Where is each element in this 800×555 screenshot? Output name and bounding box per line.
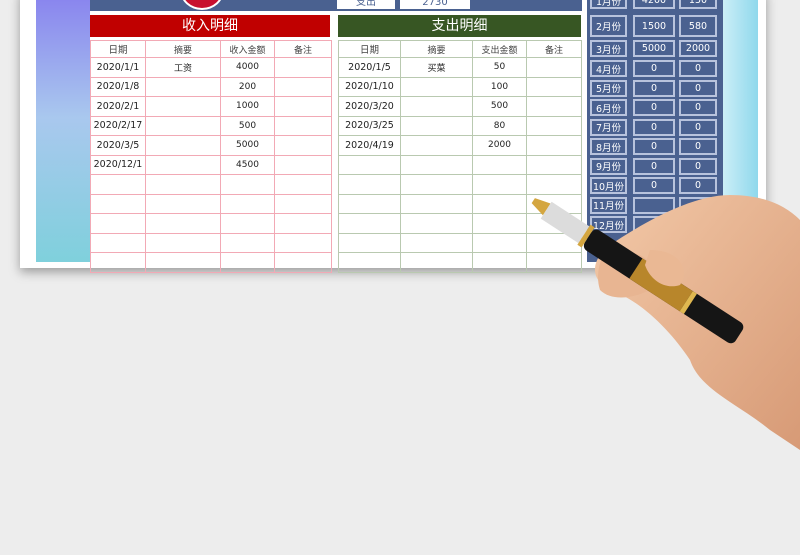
expense-summary-label: 支出: [337, 0, 395, 9]
month-expense: 0: [679, 157, 717, 175]
table-row: 2020/1/10 100: [338, 76, 582, 97]
income-table: 日期 摘要 收入金额 备注 2020/1/1 工资 4000 2020/1/8 200 2020/…: [90, 40, 332, 273]
month-expense: 0: [679, 118, 717, 136]
month-label: 10月份: [590, 177, 627, 194]
table-row: 2020/3/5 5000: [90, 135, 332, 156]
month-expense: 0: [679, 99, 717, 116]
month-label: 6月份: [590, 99, 627, 116]
table-row: [338, 252, 582, 273]
month-income: 5000: [633, 40, 675, 57]
month-income: [633, 196, 675, 214]
month-expense: 150: [679, 0, 717, 9]
month-income: 0: [633, 99, 675, 116]
month-label: 9月份: [590, 157, 627, 175]
month-label: 12月份: [590, 216, 627, 233]
month-expense: 0: [679, 60, 717, 77]
month-label: 3月份: [590, 40, 627, 57]
left-gradient-strip: [36, 0, 90, 262]
table-row: [90, 193, 332, 214]
table-row: [90, 252, 332, 273]
header-row: 日期 摘要 支出金额 备注: [338, 40, 582, 58]
month-expense: 0: [679, 138, 717, 155]
month-expense: 580: [679, 15, 717, 37]
month-income: 0: [633, 138, 675, 155]
table-row: [90, 174, 332, 195]
table-row: [90, 232, 332, 253]
month-label: 1月份: [590, 0, 627, 9]
month-label: 4月份: [590, 60, 627, 77]
month-expense: 0: [679, 79, 717, 97]
month-expense: 2000: [679, 40, 717, 57]
month-income: 4200: [633, 0, 675, 9]
month-income: 0: [633, 157, 675, 175]
table-row: 2020/12/1 4500: [90, 154, 332, 175]
table-cell[interactable]: [526, 252, 582, 273]
month-income: 0: [633, 79, 675, 97]
table-row: 2020/4/19 2000: [338, 135, 582, 156]
column-header: 备注: [274, 40, 332, 58]
column-header: 收入金额: [220, 40, 275, 58]
month-label: 7月份: [590, 118, 627, 136]
expense-title: 支出明细: [338, 15, 581, 37]
month-expense: 0: [679, 177, 717, 194]
monthly-summary-panel: 1月份 4200 150 2月份 1500 580 3月份 5000 2000 4月份 0 0 5月份 0…: [587, 0, 723, 262]
table-row: 2020/3/25 80: [338, 115, 582, 136]
month-income: 0: [633, 118, 675, 136]
table-row: 2020/1/1 工资 4000: [90, 57, 332, 78]
column-header: 备注: [526, 40, 582, 58]
table-row: [338, 154, 582, 175]
income-title: 收入明细: [90, 15, 330, 37]
header-row: 日期 摘要 收入金额 备注: [90, 40, 332, 58]
month-label: 8月份: [590, 138, 627, 155]
table-cell[interactable]: [274, 252, 332, 273]
month-income: 0: [633, 60, 675, 77]
month-label: 11月份: [590, 196, 627, 214]
table-row: 2020/1/8 200: [90, 76, 332, 97]
table-row: 2020/1/5 买菜 50: [338, 57, 582, 78]
column-header: 摘要: [400, 40, 473, 58]
column-header: 日期: [90, 40, 146, 58]
table-row: [338, 232, 582, 253]
month-label: 5月份: [590, 79, 627, 97]
expense-summary-value: 2730: [400, 0, 470, 9]
table-row: 2020/3/20 500: [338, 96, 582, 117]
month-label: 2月份: [590, 15, 627, 37]
summary-bar: [90, 0, 582, 11]
month-income: 0: [633, 177, 675, 194]
month-income: 1500: [633, 15, 675, 37]
column-header: 摘要: [145, 40, 221, 58]
